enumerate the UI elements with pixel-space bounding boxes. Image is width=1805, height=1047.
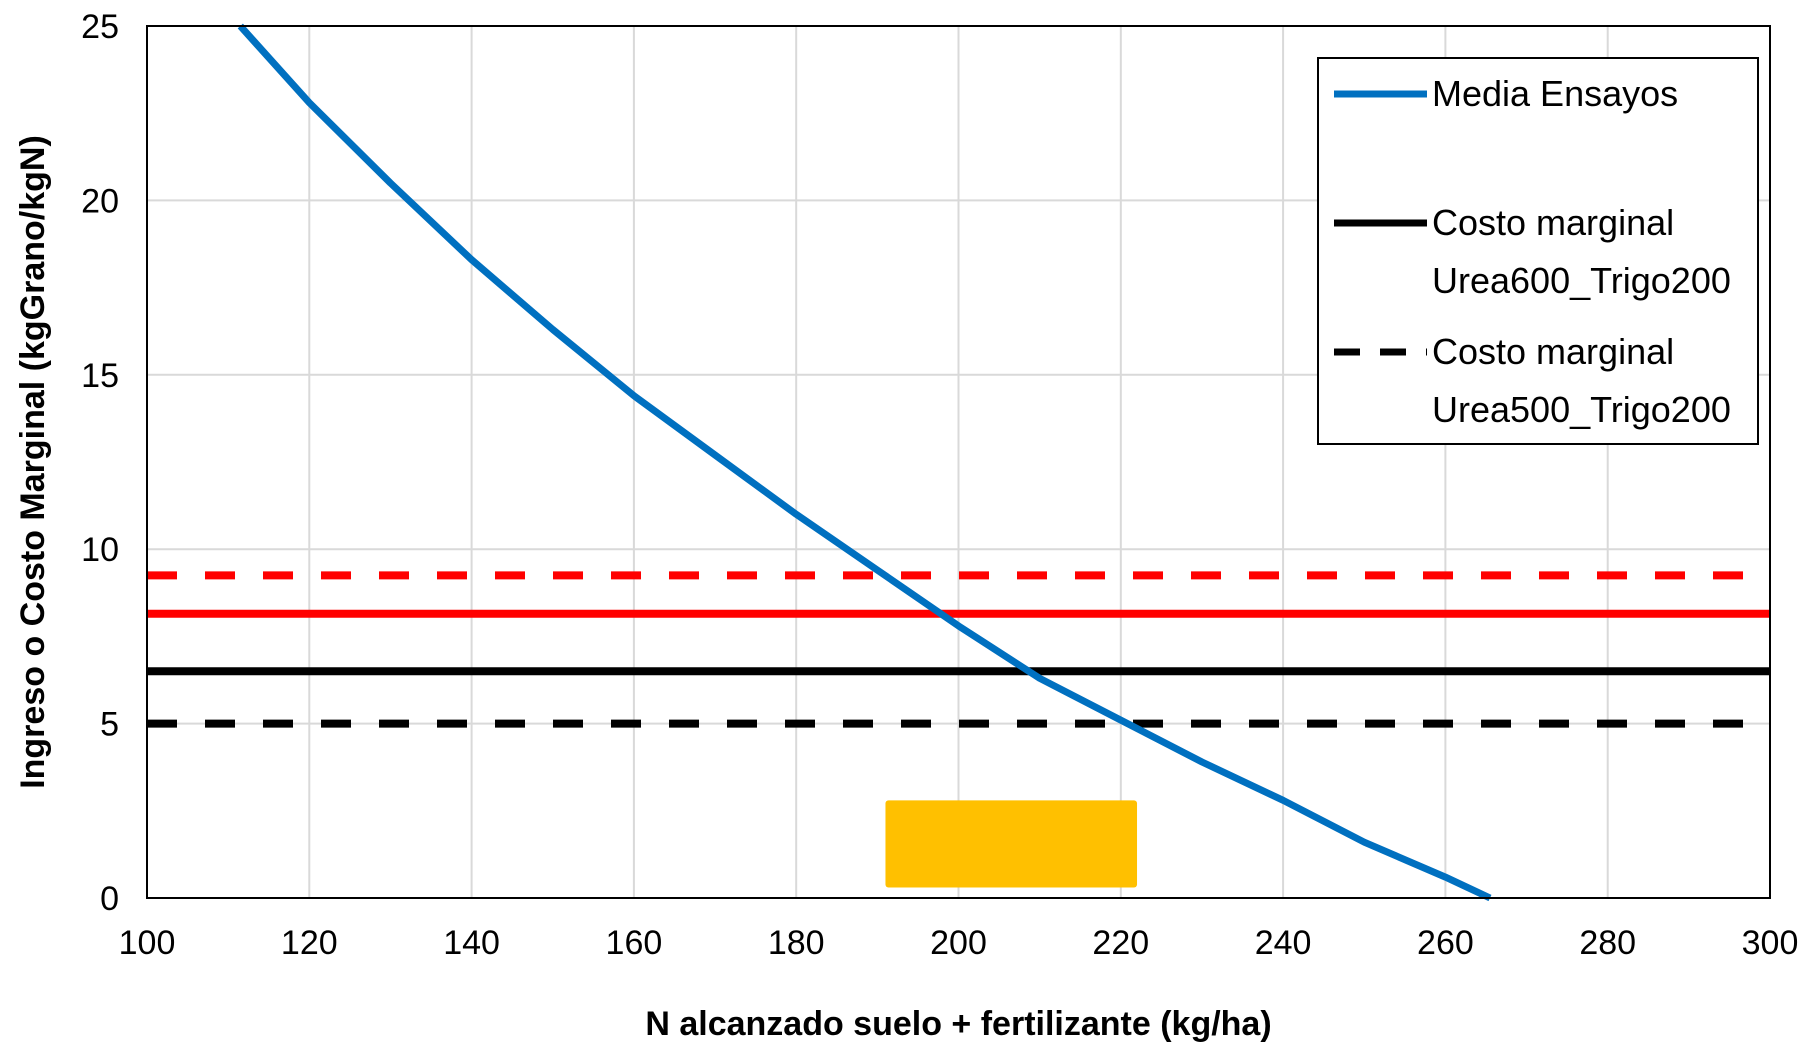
y-tick-label: 5 xyxy=(100,706,119,744)
legend-label: Media Ensayos xyxy=(1432,73,1678,114)
legend-box xyxy=(1317,57,1759,445)
x-tick-label: 280 xyxy=(1579,924,1636,962)
legend-label: Urea600_Trigo200 xyxy=(1432,260,1731,301)
y-tick-label: 10 xyxy=(81,531,119,569)
x-tick-label: 140 xyxy=(443,924,500,962)
tick-labels: 100 120 140 160 180 200 220 240 260 280 300 0 5 10 15 2… xyxy=(81,8,1798,962)
series-layer xyxy=(147,23,1770,902)
x-tick-label: 260 xyxy=(1417,924,1474,962)
x-tick-label: 240 xyxy=(1255,924,1312,962)
x-axis-title: N alcanzado suelo + fertilizante (kg/ha) xyxy=(645,1005,1271,1043)
x-tick-label: 120 xyxy=(281,924,338,962)
x-tick-label: 200 xyxy=(930,924,987,962)
highlight-layer xyxy=(885,800,1138,888)
x-tick-label: 180 xyxy=(768,924,825,962)
y-axis-title: Ingreso o Costo Marginal (kgGrano/kgN) xyxy=(14,135,52,789)
legend-label: Urea500_Trigo200 xyxy=(1432,389,1731,430)
series-line-0 xyxy=(237,23,1492,902)
y-tick-label: 25 xyxy=(81,8,119,46)
x-tick-label: 220 xyxy=(1092,924,1149,962)
optimal-range-highlight xyxy=(885,800,1138,888)
legend-label: Costo marginal xyxy=(1432,202,1674,243)
x-tick-label: 160 xyxy=(606,924,663,962)
legend-label: Costo marginal xyxy=(1432,331,1674,372)
legend: Media Ensayos Costo marginal Urea600_Trigo… xyxy=(1317,57,1759,445)
y-tick-label: 15 xyxy=(81,357,119,395)
y-tick-label: 20 xyxy=(81,182,119,220)
plot-frame xyxy=(146,25,1771,899)
y-tick-label: 0 xyxy=(100,880,119,918)
x-tick-label: 100 xyxy=(119,924,176,962)
x-tick-label: 300 xyxy=(1742,924,1799,962)
